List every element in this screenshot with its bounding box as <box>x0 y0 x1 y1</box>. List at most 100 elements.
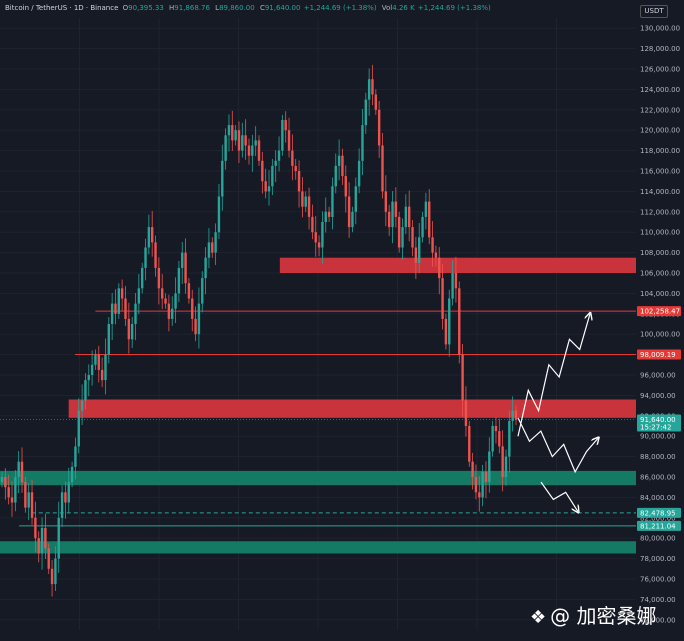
candle <box>224 135 227 161</box>
candle <box>217 196 221 233</box>
candle <box>40 528 44 554</box>
y-tick-label: 100,000.00 <box>640 331 680 339</box>
high-value: 91,868.76 <box>174 4 210 12</box>
price-marker-label: 91,640.00 <box>640 416 676 424</box>
candle <box>114 303 117 314</box>
candle <box>50 568 54 585</box>
support-zone <box>0 470 636 486</box>
y-tick-label: 72,000.00 <box>640 616 676 624</box>
candle <box>301 191 304 207</box>
y-tick-label: 78,000.00 <box>640 555 676 563</box>
candle <box>171 308 174 319</box>
candle <box>137 288 141 304</box>
candle <box>511 410 514 421</box>
candle <box>381 145 384 192</box>
candle <box>498 431 501 447</box>
candle <box>207 242 211 258</box>
candle <box>337 155 341 166</box>
price-marker-label: 98,009.19 <box>640 351 676 359</box>
candle <box>227 125 231 136</box>
candle <box>384 191 388 212</box>
candle <box>404 206 408 228</box>
candle <box>74 446 77 467</box>
candle <box>140 267 144 289</box>
candle <box>197 303 201 335</box>
candle <box>297 171 301 192</box>
candle <box>44 528 47 549</box>
candle <box>448 298 451 345</box>
change-value: +1,244.69 (+1.38%) <box>303 4 377 12</box>
candle <box>90 364 94 375</box>
candle <box>254 140 257 146</box>
candle <box>508 420 511 457</box>
candle <box>110 303 114 324</box>
candle <box>361 125 364 161</box>
candle <box>394 201 398 217</box>
candle <box>257 140 261 161</box>
candle <box>10 497 14 503</box>
candle <box>281 120 284 151</box>
candle <box>271 165 274 187</box>
candle <box>267 186 271 192</box>
candle <box>284 120 287 131</box>
y-tick-label: 86,000.00 <box>640 474 676 482</box>
candle <box>67 482 70 503</box>
price-marker-label: 82,478.95 <box>640 509 676 517</box>
candle <box>454 273 458 289</box>
y-tick-label: 126,000.00 <box>640 66 680 74</box>
candle <box>154 242 157 268</box>
close-label: C <box>259 4 265 12</box>
projection-arrow-bearish <box>540 481 578 512</box>
candle <box>311 216 314 233</box>
y-tick-label: 114,000.00 <box>640 188 680 196</box>
price-marker <box>637 306 681 317</box>
candle <box>241 135 244 151</box>
candle <box>491 426 494 452</box>
candle <box>391 201 394 228</box>
candle <box>441 278 444 319</box>
candle <box>357 160 361 187</box>
candle <box>481 471 484 498</box>
y-tick-label: 122,000.00 <box>640 106 680 114</box>
candle <box>274 160 277 166</box>
candle <box>97 354 100 370</box>
y-tick-label: 88,000.00 <box>640 453 676 461</box>
candle <box>54 558 57 585</box>
candle <box>17 461 20 477</box>
candle <box>331 186 334 217</box>
candle <box>181 252 184 268</box>
y-tick-label: 128,000.00 <box>640 45 680 53</box>
candle <box>7 487 10 498</box>
y-tick-label: 74,000.00 <box>640 596 676 604</box>
price-marker <box>637 520 681 531</box>
candle <box>164 298 167 304</box>
projection-arrow-bullish <box>517 314 590 437</box>
candle <box>201 278 204 304</box>
candle <box>468 426 471 462</box>
candle <box>478 492 481 498</box>
candle <box>221 160 224 197</box>
candle <box>494 426 498 432</box>
open-value: 90,395.33 <box>128 4 164 12</box>
y-tick-label: 104,000.00 <box>640 290 680 298</box>
candle <box>387 211 391 228</box>
y-tick-label: 108,000.00 <box>640 249 680 257</box>
candle <box>294 165 297 171</box>
currency-button[interactable]: USDT <box>640 5 668 18</box>
candle <box>414 247 418 263</box>
candle <box>488 451 491 483</box>
candle <box>237 130 241 151</box>
candle <box>451 273 454 299</box>
candle <box>434 252 438 258</box>
candle <box>431 237 434 253</box>
candle <box>367 79 371 100</box>
candle <box>14 477 17 503</box>
candle <box>161 288 164 299</box>
candle <box>37 538 40 554</box>
price-marker-label: 81,211.04 <box>640 522 676 530</box>
candle <box>277 150 281 161</box>
candle <box>211 242 214 253</box>
y-tick-label: 94,000.00 <box>640 392 676 400</box>
y-tick-label: 130,000.00 <box>640 25 680 33</box>
